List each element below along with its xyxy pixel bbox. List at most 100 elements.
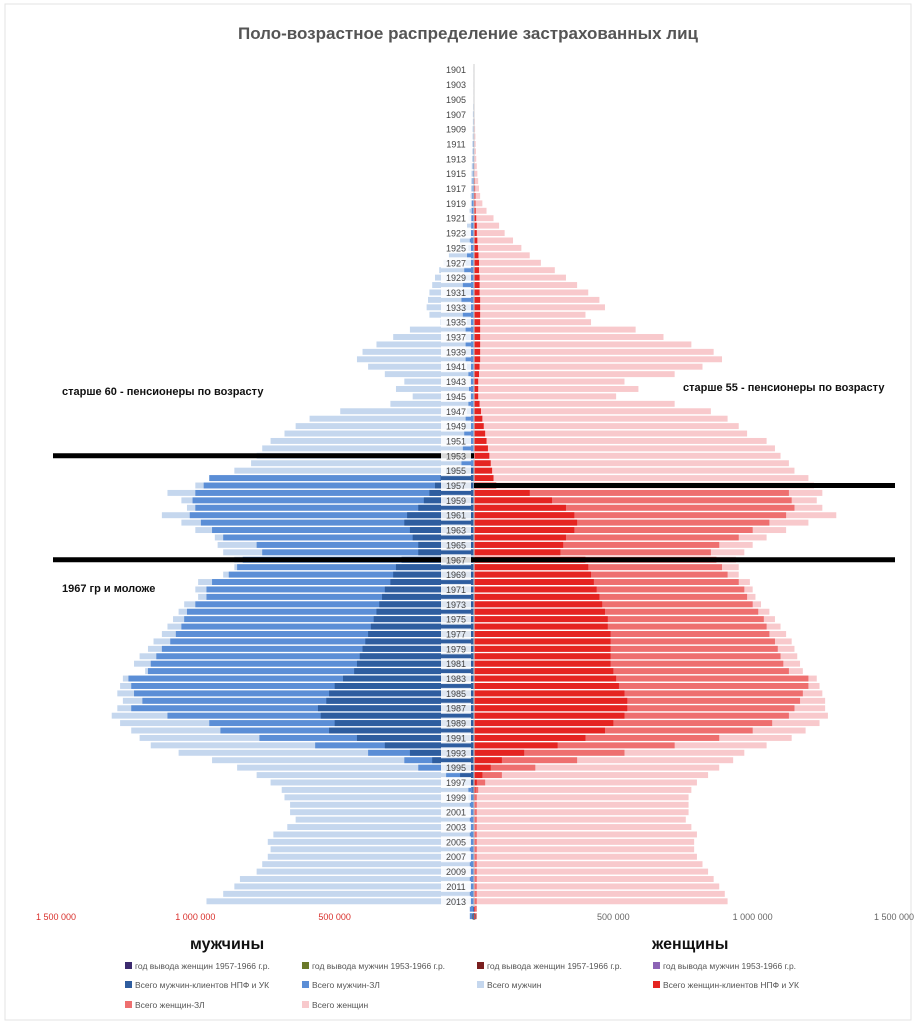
women-bar-series3-1996: [474, 772, 708, 778]
women-bar-series3-1928: [474, 267, 555, 273]
women-bar-series3-2002: [474, 817, 686, 823]
men-bar-series0-2011: [234, 883, 474, 889]
men-bar-series0-1954: [251, 460, 474, 466]
year-label-1931: 1931: [446, 288, 466, 298]
legend-label-9: Всего женщин: [312, 1000, 368, 1010]
men-bar-series1-1956: [209, 475, 474, 481]
women-bar-series5-1985: [474, 690, 624, 696]
women-bar-series3-1956: [474, 475, 808, 481]
women-bar-series5-1981: [474, 661, 611, 667]
legend-swatch-0: [125, 962, 132, 969]
x-tick-right-1: 1 000 000: [733, 912, 773, 922]
year-label-2005: 2005: [446, 837, 466, 847]
year-label-1929: 1929: [446, 273, 466, 283]
legend-label-2: год вывода женщин 1957-1966 г.р.: [487, 961, 622, 971]
year-label-1923: 1923: [446, 229, 466, 239]
women-bar-series3-1921: [474, 215, 494, 221]
year-label-2003: 2003: [446, 823, 466, 833]
women-bar-series5-1994: [474, 757, 502, 763]
women-bar-series5-1971: [474, 586, 597, 592]
women-bar-series5-1960: [474, 505, 566, 511]
year-label-1959: 1959: [446, 496, 466, 506]
women-bar-series5-1926: [474, 252, 478, 258]
legend-swatch-9: [302, 1001, 309, 1008]
women-bar-series3-1931: [474, 289, 588, 295]
women-bar-series3-1938: [474, 341, 691, 347]
year-label-1975: 1975: [446, 615, 466, 625]
women-bar-series5-1942: [474, 371, 479, 377]
annotation-men-retired: старше 60 - пенсионеры по возрасту: [62, 386, 264, 398]
legend-swatch-2: [477, 962, 484, 969]
women-bar-series5-1930: [474, 282, 480, 288]
women-bar-series3-2007: [474, 854, 697, 860]
women-bar-series3-2012: [474, 891, 725, 897]
women-bar-series5-1986: [474, 698, 627, 704]
women-bar-series3-2011: [474, 883, 719, 889]
women-bar-series3-1940: [474, 356, 722, 362]
women-bar-series5-1933: [474, 304, 480, 310]
legend-swatch-5: [302, 981, 309, 988]
women-bar-series3-1939: [474, 349, 714, 355]
women-bar-series5-1988: [474, 713, 624, 719]
women-bar-series5-1966: [474, 549, 560, 555]
women-bar-series5-1947: [474, 408, 481, 414]
women-bar-series5-1996: [474, 772, 482, 778]
year-label-1951: 1951: [446, 436, 466, 446]
women-bar-series3-1936: [474, 327, 636, 333]
year-label-1973: 1973: [446, 600, 466, 610]
men-bar-series0-2010: [240, 876, 474, 882]
women-bar-series5-1972: [474, 594, 599, 600]
women-bar-series5-1993: [474, 750, 524, 756]
women-bar-series3-2001: [474, 809, 689, 815]
women-bar-series5-1973: [474, 601, 602, 607]
women-bar-series3-1922: [474, 223, 499, 229]
women-bar-series5-1980: [474, 653, 611, 659]
year-label-1981: 1981: [446, 659, 466, 669]
year-label-1987: 1987: [446, 704, 466, 714]
legend-swatch-1: [302, 962, 309, 969]
year-label-2011: 2011: [446, 882, 465, 892]
women-bar-series3-1923: [474, 230, 505, 236]
women-bar-series3-1937: [474, 334, 663, 340]
women-bar-series5-1955: [474, 468, 492, 474]
women-bar-series5-1982: [474, 668, 613, 674]
legend-label-6: Всего мужчин: [487, 980, 542, 990]
women-bar-series5-1937: [474, 334, 480, 340]
women-bar-series5-1974: [474, 609, 605, 615]
year-label-1945: 1945: [446, 392, 466, 402]
women-bar-series3-1998: [474, 787, 691, 793]
women-label: женщины: [651, 936, 728, 953]
women-bar-series5-1952: [474, 445, 488, 451]
women-bar-series5-1969: [474, 572, 591, 578]
year-label-1933: 1933: [446, 303, 466, 313]
x-tick-zero: 0: [471, 912, 476, 922]
year-label-1927: 1927: [446, 258, 466, 268]
year-label-1957: 1957: [446, 481, 466, 491]
year-label-1965: 1965: [446, 540, 466, 550]
year-label-1943: 1943: [446, 377, 466, 387]
year-label-1903: 1903: [446, 80, 466, 90]
year-label-1949: 1949: [446, 422, 466, 432]
year-label-1969: 1969: [446, 570, 466, 580]
women-bar-series5-1944: [474, 386, 478, 392]
legend-swatch-8: [125, 1001, 132, 1008]
women-bar-series3-2000: [474, 802, 689, 808]
women-bar-series5-1950: [474, 431, 485, 437]
women-bar-series3-1942: [474, 371, 675, 377]
year-label-1955: 1955: [446, 466, 466, 476]
year-label-1983: 1983: [446, 674, 466, 684]
women-bar-series5-1977: [474, 631, 611, 637]
legend-label-3: год вывода мужчин 1953-1966 г.р.: [663, 961, 796, 971]
year-label-1989: 1989: [446, 719, 466, 729]
year-label-1999: 1999: [446, 793, 466, 803]
legend-swatch-6: [477, 981, 484, 988]
women-bar-series5-1965: [474, 542, 563, 548]
women-bar-series5-1984: [474, 683, 619, 689]
women-bar-series5-1936: [474, 327, 480, 333]
women-bar-series5-1925: [474, 245, 478, 251]
women-bar-series5-1961: [474, 512, 574, 518]
year-label-1971: 1971: [446, 585, 466, 595]
women-bar-series5-1954: [474, 460, 491, 466]
